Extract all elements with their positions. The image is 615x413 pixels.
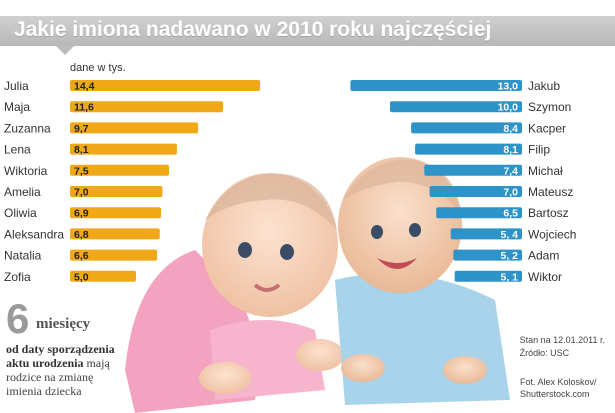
girl-value-label: 6,6	[74, 250, 89, 262]
girl-value-label: 9,7	[74, 123, 89, 135]
girl-bar	[70, 101, 224, 113]
boy-value-label: 5, 4	[500, 229, 518, 241]
chart-title: Jakie imiona nadawano w 2010 roku najczę…	[14, 18, 492, 41]
girl-bar	[70, 143, 177, 155]
boy-value-label: 13,0	[498, 81, 519, 93]
boy-value-label: 8,4	[503, 123, 518, 135]
girl-bar	[70, 228, 160, 240]
girl-bar	[70, 122, 199, 134]
boy-bar	[436, 207, 522, 219]
girl-value-label: 14,4	[74, 81, 95, 93]
boy-value-label: 8,1	[503, 144, 518, 156]
girl-name-label: Zuzanna	[4, 121, 51, 135]
babies-photo	[125, 157, 510, 413]
girl-name-label: Lena	[4, 143, 31, 157]
note-line-1: od daty sporządzenia	[6, 342, 115, 357]
girl-bar	[70, 80, 261, 91]
boy-name-label: Bartosz	[528, 206, 569, 220]
girl-value-label: 7,0	[74, 187, 89, 199]
girl-bar	[70, 249, 158, 261]
boy-value-label: 7,4	[503, 165, 518, 177]
boy-name-label: Jakub	[528, 79, 560, 93]
note-line-2-bold: aktu urodzenia	[6, 356, 84, 370]
boy-bar	[450, 228, 522, 240]
credit-line-2: Shutterstock.com	[520, 389, 590, 399]
note-word: miesięcy	[36, 316, 91, 332]
boy-value-label: 5, 1	[500, 271, 518, 283]
girl-value-label: 11,6	[74, 102, 94, 114]
boy-bar	[454, 270, 522, 282]
boy-name-label: Filip	[528, 143, 550, 157]
boy-name-label: Michał	[528, 164, 563, 178]
boy-name-label: Wiktor	[528, 270, 562, 284]
note-line-2-rest: mają	[83, 356, 110, 370]
boy-bar	[453, 249, 522, 261]
note-line-3: rodzice na zmianę	[6, 370, 94, 384]
boy-bar	[429, 186, 522, 197]
note-number: 6	[6, 295, 30, 342]
boy-value-label: 10,0	[498, 102, 519, 114]
boy-value-label: 5, 2	[500, 250, 518, 262]
boy-name-label: Mateusz	[528, 185, 573, 199]
girl-value-label: 5,0	[74, 271, 89, 283]
note-line-2: aktu urodzenia mają	[6, 356, 110, 371]
stamp-date: Stan na 12.01.2011 r.	[519, 335, 605, 345]
note-line-4: imienia dziecka	[6, 384, 82, 398]
girl-bar	[70, 270, 136, 282]
boy-value-label: 6,5	[503, 208, 518, 220]
boy-bar	[390, 101, 522, 113]
girl-value-label: 6,9	[74, 208, 89, 220]
boy-name-label: Kacper	[528, 121, 566, 135]
stamp: Stan na 12.01.2011 r. Źródło: USC	[520, 334, 605, 360]
boy-name-label: Adam	[528, 249, 559, 263]
boy-bar	[411, 122, 522, 134]
girl-name-label: Zofia	[4, 270, 31, 284]
girl-name-label: Oliwia	[4, 206, 37, 220]
girl-name-label: Wiktoria	[4, 164, 48, 178]
header-bar: Jakie imiona nadawano w 2010 roku najczę…	[0, 16, 615, 46]
girl-bar	[70, 186, 163, 197]
credit-line-1: Fot. Alex Koloskov/	[520, 377, 597, 387]
header-pointer	[56, 46, 74, 55]
girl-bar	[70, 207, 162, 219]
boy-bar	[350, 80, 522, 91]
boy-name-label: Wojciech	[528, 227, 576, 241]
boy-value-label: 7,0	[503, 187, 518, 199]
stamp-source: Źródło: USC	[519, 348, 570, 358]
girl-name-label: Julia	[4, 79, 29, 93]
note-line-1-text: od daty sporządzenia	[6, 342, 115, 356]
unit-note: dane w tys.	[70, 62, 126, 74]
girl-name-label: Maja	[4, 100, 30, 114]
boy-bar	[424, 164, 522, 176]
girl-name-label: Natalia	[4, 249, 42, 263]
girl-value-label: 6,8	[74, 229, 89, 241]
photo-credit: Fot. Alex Koloskov/ Shutterstock.com	[520, 376, 597, 400]
girl-name-label: Aleksandra	[4, 227, 64, 241]
boy-bar	[415, 143, 522, 155]
girl-value-label: 7,5	[74, 165, 89, 177]
girl-name-label: Amelia	[4, 185, 41, 199]
girl-value-label: 8,1	[74, 144, 89, 156]
boy-name-label: Szymon	[528, 100, 571, 114]
girl-bar	[70, 164, 169, 176]
